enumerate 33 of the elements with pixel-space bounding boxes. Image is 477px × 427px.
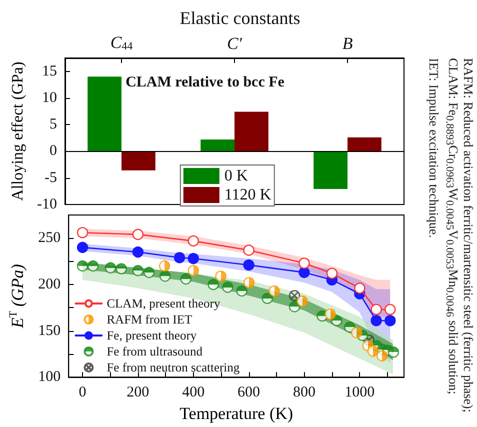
x-tick-label: 400 (182, 384, 205, 401)
legend-label: Fe from ultrasound (106, 344, 204, 358)
y-tick-label: -5 (44, 170, 57, 186)
legend-label: 0 K (224, 168, 248, 184)
x-tick-label: 800 (292, 384, 316, 401)
x-tick-label: 1000 (344, 384, 375, 401)
y-tick-label: 10 (42, 90, 57, 106)
legend-label: CLAM, present theory (106, 296, 221, 310)
y-tick-label: 0 (50, 143, 57, 160)
x-tick-label: 600 (238, 384, 260, 401)
y-tick-label: 200 (38, 276, 61, 292)
y-tick-label: 15 (42, 63, 57, 80)
text: RAFM: Reduced activation ferritic/martensitic steel (ferritic phase); (461, 58, 476, 414)
y-axis-title: ET (GPa) (8, 264, 27, 329)
y-tick-label: 5 (50, 116, 57, 133)
chart-title: Elastic constants (180, 8, 300, 28)
annotation: CLAM relative to bcc Fe (126, 74, 285, 90)
legend-label: Fe from neutron scattering (106, 360, 240, 374)
y-axis-title: Alloying effect (GPa) (10, 62, 27, 201)
x-tick-label: 200 (126, 384, 150, 401)
legend-label: Fe, present theory (106, 328, 198, 342)
y-tick-label: 100 (38, 369, 61, 386)
text: IET: Impulse excitation technique. (426, 58, 442, 240)
y-tick-label: 150 (38, 322, 61, 339)
x-tick-label: B (342, 34, 354, 53)
x-axis-title: Temperature (K) (180, 404, 294, 423)
x-tick-label: C′ (226, 34, 242, 53)
y-tick-label: 250 (38, 230, 61, 246)
y-tick-label: -10 (37, 196, 57, 212)
legend-label: 1120 K (224, 186, 272, 204)
legend-label: RAFM from IET (106, 312, 192, 326)
x-tick-label: C44 (110, 33, 134, 52)
x-tick-label: 0 (78, 384, 86, 401)
